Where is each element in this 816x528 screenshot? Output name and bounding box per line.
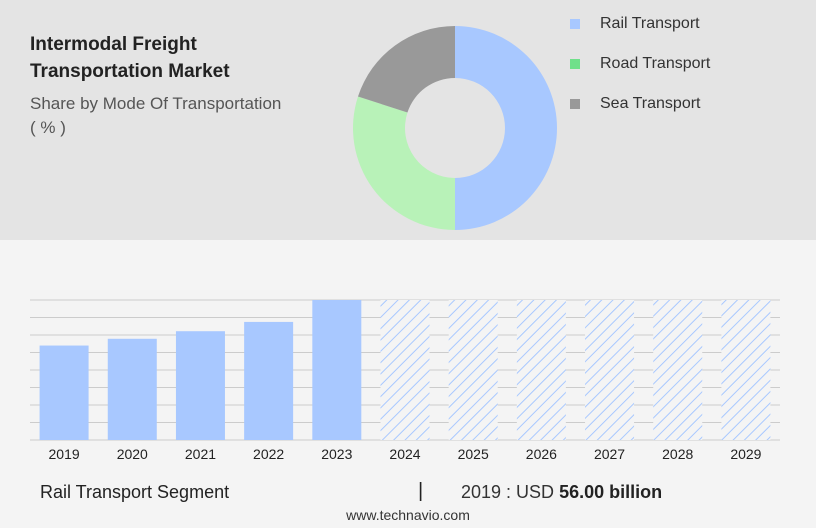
- donut-slice-road-transport: [352, 96, 455, 230]
- forecast-bar-2026: [516, 300, 566, 440]
- legend-label-rail: Rail Transport: [600, 15, 700, 32]
- x-tick-label-2020: 2020: [117, 446, 148, 462]
- footer-year-label: 2019 : USD: [461, 482, 555, 502]
- title-line-1: Intermodal Freight: [30, 34, 197, 55]
- subtitle-line-2: ( % ): [30, 118, 66, 137]
- legend-label-road: Road Transport: [600, 55, 711, 72]
- forecast-bar-2027: [585, 300, 635, 440]
- title-line-2: Transportation Market: [30, 61, 230, 82]
- legend-item-sea: Sea Transport: [570, 94, 710, 114]
- legend-label-sea: Sea Transport: [600, 95, 701, 112]
- chart-subtitle: Share by Mode Of Transportation ( % ): [30, 92, 281, 140]
- donut-slice-rail-transport: [455, 26, 557, 230]
- footer-separator: |: [418, 480, 424, 502]
- bar-2021: [175, 331, 225, 440]
- x-tick-label-2023: 2023: [321, 446, 352, 462]
- legend-item-rail: Rail Transport: [570, 14, 710, 34]
- x-tick-label-2026: 2026: [526, 446, 557, 462]
- legend: Rail Transport Road Transport Sea Transp…: [570, 14, 710, 134]
- donut-chart: [352, 26, 557, 230]
- legend-swatch-road: [570, 59, 580, 69]
- footer-value: 2019 : USD 56.00 billion: [461, 482, 662, 503]
- x-tick-label-2029: 2029: [730, 446, 761, 462]
- chart-title: Intermodal Freight Transportation Market: [30, 31, 230, 85]
- bar-chart: 2019 2020 2021 2022 2023 2024 2025 2026 2027 2028…: [30, 299, 780, 462]
- site-url: www.technavio.com: [346, 507, 470, 523]
- bar-2020: [107, 338, 157, 440]
- footer-value-amount: 56.00 billion: [559, 482, 663, 502]
- x-tick-label-2021: 2021: [185, 446, 216, 462]
- footer-segment-label: Rail Transport Segment: [40, 482, 230, 502]
- x-tick-label-2025: 2025: [458, 446, 489, 462]
- forecast-bar-2025: [448, 300, 498, 440]
- bar-2019: [39, 345, 89, 440]
- legend-swatch-sea: [570, 99, 580, 109]
- legend-item-road: Road Transport: [570, 54, 710, 74]
- legend-swatch-rail: [570, 19, 580, 29]
- x-tick-label-2027: 2027: [594, 446, 625, 462]
- x-tick-label-2028: 2028: [662, 446, 693, 462]
- forecast-bar-2024: [380, 300, 430, 440]
- x-tick-label-2019: 2019: [49, 446, 80, 462]
- subtitle-line-1: Share by Mode Of Transportation: [30, 94, 282, 113]
- bar-2022: [244, 321, 294, 440]
- bar-2023: [312, 300, 362, 440]
- x-tick-label-2024: 2024: [389, 446, 420, 462]
- forecast-bar-2029: [721, 300, 771, 440]
- forecast-bar-2028: [653, 300, 703, 440]
- x-tick-label-2022: 2022: [253, 446, 284, 462]
- donut-slice-sea-transport: [357, 26, 455, 113]
